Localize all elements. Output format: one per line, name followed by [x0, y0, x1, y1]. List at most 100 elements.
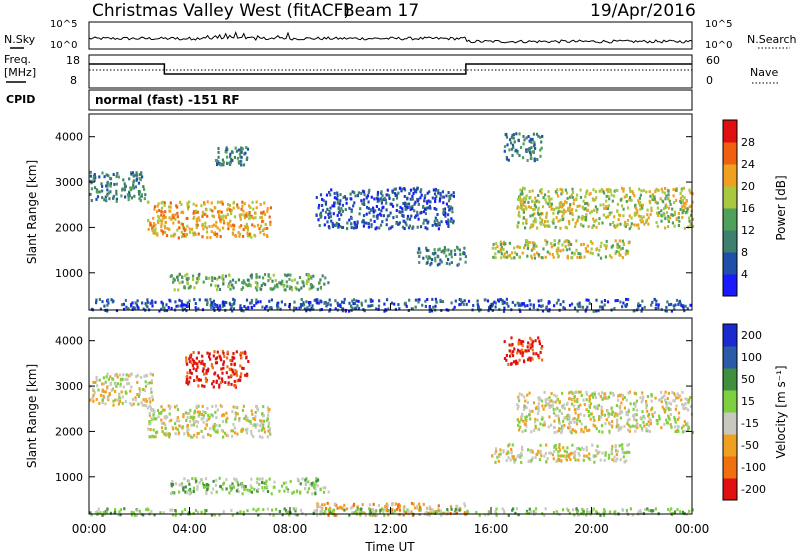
nsky-tick-low: 10^0 — [50, 40, 77, 51]
y-tick-label: 3000 — [55, 176, 83, 189]
x-tick-label: 20:00 — [574, 522, 609, 536]
colorbar-tick-label: 8 — [741, 246, 748, 259]
colorbar-tick-label: -200 — [741, 483, 766, 496]
echo-region-4 — [315, 186, 455, 231]
colorbar-tick-label: 12 — [741, 224, 755, 237]
echo-region-9 — [90, 297, 692, 313]
x-tick-label: 04:00 — [172, 522, 207, 536]
nave-label: Nave — [750, 66, 778, 79]
colorbar-label: Velocity [m s⁻¹] — [774, 365, 788, 458]
y-tick-label: 4000 — [55, 335, 83, 348]
x-tick-label: 00:00 — [72, 522, 107, 536]
echo-region-3 — [214, 146, 250, 167]
colorbar-tick-label: -15 — [741, 417, 759, 430]
colorbar-tick-label: 20 — [741, 180, 755, 193]
colorbar-tick-label: -100 — [741, 461, 766, 474]
freq-series-line — [89, 63, 692, 75]
power-colorbar: 4 8 12 16 20 24 28 Power [dB] — [722, 119, 788, 297]
colorbar-swatch — [723, 324, 737, 347]
cpid-label: CPID — [6, 93, 35, 106]
colorbar-tick-label: 4 — [741, 268, 748, 281]
freq-label-line2: [MHz] — [4, 66, 36, 79]
colorbar-swatch — [723, 186, 737, 209]
x-tick-label: 00:00 — [675, 522, 710, 536]
heatmap-panels: 1000 2000 3000 4000 Slant Range [km] 4 8 12 16 20… — [25, 113, 788, 517]
echo-region-7 — [516, 186, 695, 231]
nsky-tick-high: 10^5 — [50, 19, 77, 30]
y-tick-label: 2000 — [55, 425, 83, 438]
velocity-panel: 1000 2000 3000 4000 Slant Range [km] 200 100 50… — [25, 317, 788, 517]
nsearch-tick-high: 10^5 — [705, 19, 732, 30]
nave-tick-low: 0 — [706, 74, 713, 87]
echo-region-2 — [169, 272, 330, 292]
colorbar-tick-label: 100 — [741, 351, 762, 364]
echo-region-4 — [503, 336, 544, 366]
colorbar-frame — [722, 323, 738, 501]
colorbar-frame — [722, 119, 738, 297]
echo-region-8 — [491, 239, 631, 260]
figure-title: Christmas Valley West (fitACF) — [92, 1, 350, 21]
colorbar-swatch — [723, 390, 737, 413]
colorbar-tick-label: 28 — [741, 136, 755, 149]
x-tick-label: 08:00 — [273, 522, 308, 536]
nsky-series-line — [88, 31, 693, 44]
colorbar-swatch — [723, 368, 737, 391]
colorbar-swatch — [723, 346, 737, 369]
freq-label-line1: Freq. — [4, 53, 31, 66]
colorbar-swatch — [723, 456, 737, 479]
echo-region-1 — [146, 200, 272, 240]
echo-region-2 — [185, 349, 250, 389]
colorbar-swatch — [723, 252, 737, 275]
echo-region-6 — [491, 442, 631, 464]
y-tick-label: 4000 — [55, 131, 83, 144]
colorbar-tick-label: 16 — [741, 202, 755, 215]
colorbar-swatch — [723, 230, 737, 253]
colorbar-tick-label: 50 — [741, 373, 755, 386]
y-tick-label: 1000 — [55, 471, 83, 484]
y-tick-label: 3000 — [55, 380, 83, 393]
colorbar-tick-label: 24 — [741, 158, 755, 171]
colorbar-swatch — [723, 142, 737, 165]
colorbar-swatch — [723, 120, 737, 143]
colorbar-tick-label: -50 — [741, 439, 759, 452]
beam-label: Beam 17 — [343, 1, 419, 21]
echo-region-0 — [89, 372, 154, 408]
colorbar-swatch — [723, 434, 737, 457]
colorbar-tick-label: 15 — [741, 395, 755, 408]
freq-nave-panel: Freq. [MHz] 18 8 60 0 Nave — [4, 53, 778, 89]
nsearch-tick-low: 10^0 — [705, 40, 732, 51]
nsky-nsearch-panel: N.Sky 10^5 10^0 10^5 10^0 N.Search — [4, 19, 797, 51]
freq-tick-low: 8 — [70, 74, 77, 87]
date-label: 19/Apr/2016 — [590, 1, 696, 21]
y-axis-label: Slant Range [km] — [25, 364, 39, 468]
colorbar-label: Power [dB] — [774, 175, 788, 240]
x-tick-label: 12:00 — [373, 522, 408, 536]
y-tick-label: 1000 — [55, 267, 83, 280]
nsearch-label: N.Search — [747, 33, 797, 46]
echo-region-5 — [416, 245, 467, 267]
echo-region-7 — [315, 501, 468, 517]
time-axis: 00:00 04:00 08:00 12:00 16:00 20:00 00:00 — [72, 303, 710, 536]
y-axis-label: Slant Range [km] — [25, 160, 39, 264]
y-tick-label: 2000 — [55, 221, 83, 234]
colorbar-swatch — [723, 208, 737, 231]
velocity-colorbar: 200 100 50 15 -15 -50 -100 -200 Velocity [m s⁻¹] — [722, 323, 788, 501]
echo-region-1 — [146, 404, 272, 439]
echo-region-5 — [516, 390, 694, 435]
echo-region-0 — [89, 170, 147, 203]
colorbar-swatch — [723, 274, 737, 297]
colorbar-tick-label: 200 — [741, 329, 762, 342]
nave-tick-high: 60 — [706, 54, 720, 67]
colorbar-swatch — [723, 478, 737, 501]
cpid-text: normal (fast) -151 RF — [95, 93, 240, 107]
echo-region-3 — [169, 476, 330, 496]
freq-tick-high: 18 — [66, 54, 80, 67]
x-tick-label: 16:00 — [474, 522, 509, 536]
colorbar-swatch — [723, 412, 737, 435]
nsky-label: N.Sky — [4, 33, 36, 46]
echo-region-6 — [503, 132, 544, 163]
colorbar-swatch — [723, 164, 737, 187]
power-panel: 1000 2000 3000 4000 Slant Range [km] 4 8 12 16 20… — [25, 113, 788, 313]
x-axis-label: Time UT — [364, 540, 415, 554]
